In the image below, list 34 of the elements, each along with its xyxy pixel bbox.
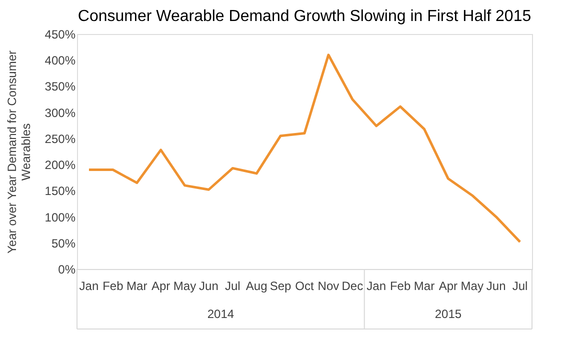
- y-tick-label: 350%: [44, 80, 76, 94]
- x-tick-label: Jun: [486, 279, 506, 293]
- y-tick-label: 300%: [44, 106, 76, 120]
- x-tick-label: Sep: [270, 279, 292, 293]
- x-tick-label: Dec: [342, 279, 364, 293]
- x-tick-label: Jan: [366, 279, 386, 293]
- x-tick-label: May: [173, 279, 196, 293]
- x-tick-label: May: [460, 279, 484, 293]
- x-tick-label: Apr: [151, 279, 170, 293]
- y-tick-label: 0%: [58, 262, 76, 276]
- x-tick-label: Aug: [246, 279, 268, 293]
- x-tick-label: Jun: [199, 279, 218, 293]
- y-tick-label: 400%: [44, 54, 76, 68]
- y-tick-label: 100%: [44, 210, 76, 224]
- x-tick-label: Apr: [438, 279, 458, 293]
- x-tick-label: Nov: [318, 279, 340, 293]
- x-tick-label: Oct: [295, 279, 314, 293]
- text: 2015: [434, 307, 462, 321]
- y-tick-label: 250%: [44, 132, 76, 146]
- x-tick-label: Mar: [126, 279, 148, 293]
- x-tick-label: Jan: [79, 279, 99, 293]
- line-series: [88, 54, 522, 244]
- text: 2014: [207, 307, 234, 321]
- y-tick-label: 200%: [44, 158, 76, 172]
- x-tick-label: Feb: [102, 279, 124, 293]
- x-tick-label: Feb: [390, 279, 411, 293]
- chart-title: Consumer Wearable Demand Growth Slowing in First Half 2015: [78, 8, 532, 25]
- y-tick-label: 150%: [44, 184, 76, 198]
- x-tick-label: Mar: [414, 279, 435, 293]
- y-tick-label: 450%: [44, 28, 76, 42]
- y-axis-title: Year over Year Demand for Consumer Wearables: [4, 50, 33, 254]
- y-tick-label: 50%: [51, 236, 76, 250]
- x-tick-label: Jul: [512, 279, 528, 293]
- x-tick-label: Jul: [224, 279, 240, 293]
